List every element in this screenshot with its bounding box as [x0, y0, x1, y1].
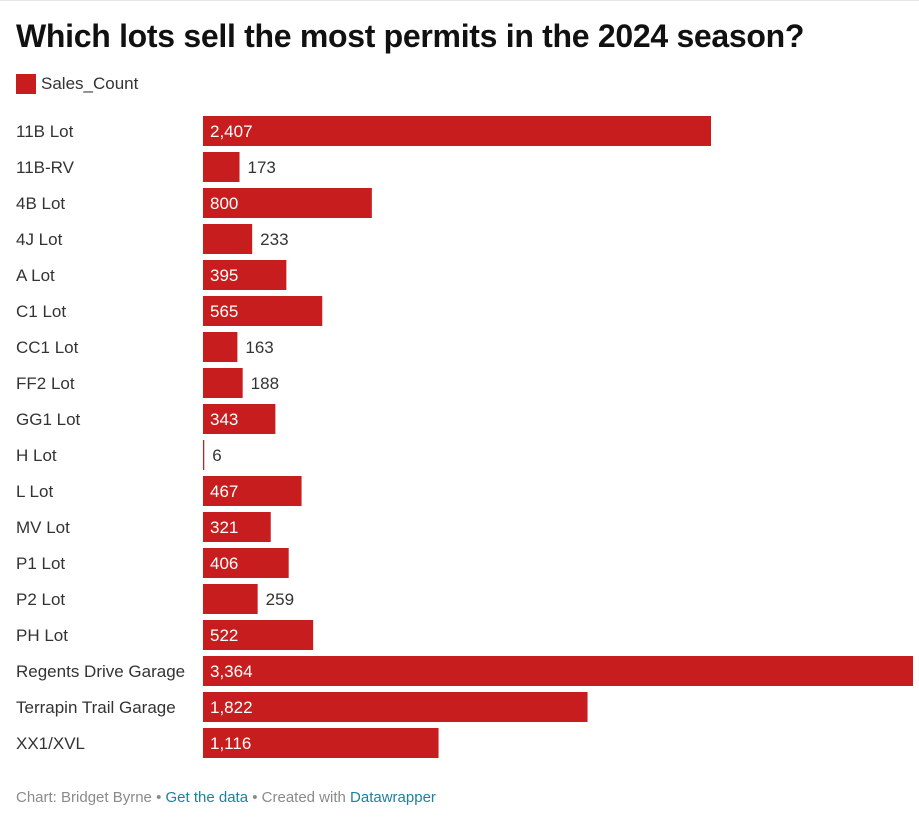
bar [203, 260, 287, 290]
value-label: 321 [210, 518, 238, 537]
bar [203, 440, 205, 470]
category-label: 4J Lot [16, 230, 63, 249]
bar [203, 188, 372, 218]
category-label: 4B Lot [16, 194, 65, 213]
category-label: Regents Drive Garage [16, 662, 185, 681]
value-label: 343 [210, 410, 238, 429]
category-label: FF2 Lot [16, 374, 75, 393]
bar [203, 620, 314, 650]
value-label: 800 [210, 194, 238, 213]
value-label: 2,407 [210, 122, 253, 141]
category-label: L Lot [16, 482, 53, 501]
category-label: C1 Lot [16, 302, 66, 321]
value-label: 188 [251, 374, 279, 393]
footer-separator: • [151, 789, 166, 806]
value-label: 1,116 [210, 734, 251, 753]
value-label: 173 [248, 158, 276, 177]
footer-created-with: • Created with [248, 789, 351, 806]
value-label: 233 [260, 230, 288, 249]
category-label: 11B Lot [16, 122, 74, 141]
category-label: A Lot [16, 266, 55, 285]
category-label: 11B-RV [16, 158, 75, 177]
bar [203, 512, 271, 542]
category-label: P1 Lot [16, 554, 65, 573]
value-label: 406 [210, 554, 238, 573]
value-label: 163 [245, 338, 273, 357]
chart-footer: Chart: Bridget Byrne • Get the data • Cr… [16, 789, 436, 806]
category-label: MV Lot [16, 518, 70, 537]
bar [203, 116, 712, 146]
bar [203, 692, 588, 722]
category-label: H Lot [16, 446, 57, 465]
legend: Sales_Count [16, 74, 138, 94]
bar-chart: 11B Lot 2,407 11B-RV 173 4B Lot 800 4J Lot 233 A… [16, 116, 913, 758]
value-label: 565 [210, 302, 238, 321]
bar [203, 368, 243, 398]
value-label: 3,364 [210, 662, 253, 681]
category-label: GG1 Lot [16, 410, 81, 429]
value-label: 467 [210, 482, 238, 501]
legend-swatch [16, 74, 36, 94]
bar [203, 584, 258, 614]
bar [203, 548, 289, 578]
category-label: CC1 Lot [16, 338, 79, 357]
category-label: XX1/XVL [16, 734, 85, 753]
legend-label: Sales_Count [41, 74, 139, 93]
bar [203, 656, 913, 686]
bar [203, 296, 323, 326]
bar [203, 476, 302, 506]
bar [203, 404, 276, 434]
get-the-data-link[interactable]: Get the data [165, 789, 249, 806]
value-label: 259 [266, 590, 294, 609]
datawrapper-link[interactable]: Datawrapper [350, 789, 436, 806]
value-label: 6 [212, 446, 221, 465]
category-label: Terrapin Trail Garage [16, 698, 176, 717]
bar [203, 152, 240, 182]
value-label: 1,822 [210, 698, 253, 717]
top-divider [0, 0, 919, 1]
bar [203, 224, 253, 254]
value-label: 522 [210, 626, 238, 645]
value-label: 395 [210, 266, 238, 285]
bar [203, 332, 238, 362]
chart-title: Which lots sell the most permits in the … [16, 18, 805, 54]
category-label: P2 Lot [16, 590, 65, 609]
bar [203, 728, 439, 758]
category-label: PH Lot [16, 626, 68, 645]
footer-byline: Chart: Bridget Byrne [16, 789, 152, 806]
